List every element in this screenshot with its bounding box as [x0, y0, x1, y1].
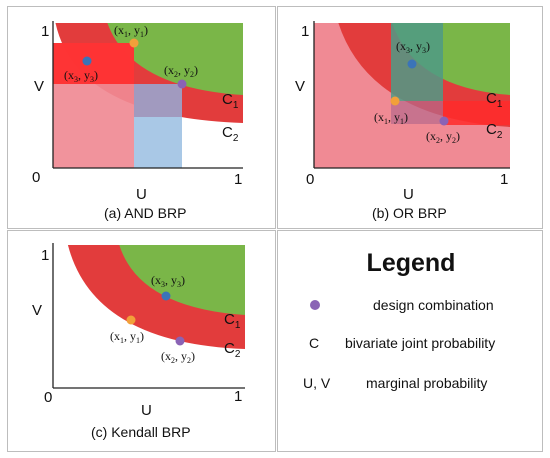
legend-text-joint: bivariate joint probability — [345, 335, 496, 351]
panel-or-brp: V U 0 1 1 C1 C2 (x3, y3) (x1, y1) (x2, y… — [277, 6, 543, 229]
point-x2y2 — [177, 79, 187, 89]
panel-caption: (c) Kendall BRP — [91, 424, 191, 440]
kendall-brp-plot: V U 0 1 1 C1 C2 (x3, y3) (x1, y1) (x2, y… — [32, 243, 245, 440]
and-region-overlap — [134, 84, 182, 117]
or-brp-plot: V U 0 1 1 C1 C2 (x3, y3) (x1, y1) (x2, y… — [295, 21, 510, 221]
origin-label: 0 — [32, 169, 40, 186]
legend-title: Legend — [366, 249, 456, 277]
point-x2y2-label: (x2, y2) — [426, 129, 460, 145]
axis-u-label: U — [403, 186, 414, 203]
axis-v-label: V — [295, 78, 305, 95]
tick-one-y: 1 — [301, 23, 309, 40]
point-x3y3 — [161, 291, 171, 301]
point-x3y3 — [407, 59, 417, 69]
legend-text-design: design combination — [373, 297, 494, 313]
panel-caption: (a) AND BRP — [104, 205, 186, 221]
tick-one-x: 1 — [500, 171, 508, 188]
axis-u-label: U — [136, 186, 147, 203]
point-x1y1 — [129, 38, 139, 48]
curve-c1-label: C1 — [486, 90, 503, 110]
or-overlap-red — [443, 101, 510, 125]
legend-panel: Legend design combination C bivariate jo… — [277, 230, 543, 452]
design-combination-dot-icon — [310, 300, 320, 310]
curve-c1-label: C1 — [222, 91, 239, 111]
point-x1y1-label: (x1, y1) — [110, 329, 144, 345]
point-x1y1-label: (x1, y1) — [114, 23, 148, 39]
panel-kendall-brp: V U 0 1 1 C1 C2 (x3, y3) (x1, y1) (x2, y… — [7, 230, 276, 452]
point-x3y3 — [82, 56, 92, 66]
and-overlap-red — [53, 43, 134, 84]
legend-symbol-uv: U, V — [303, 375, 331, 391]
curve-c2-label: C2 — [224, 340, 241, 360]
axis-v-label: V — [34, 78, 44, 95]
point-x2y2-label: (x2, y2) — [161, 349, 195, 365]
point-x1y1 — [390, 96, 400, 106]
point-x2y2 — [175, 336, 185, 346]
point-x3y3-label: (x3, y3) — [396, 39, 430, 55]
legend-symbol-c: C — [309, 335, 320, 351]
and-brp-plot: V U 0 1 1 C1 C2 (x1, y1) (x2, y2) (x3, y… — [32, 21, 243, 221]
region-c1 — [119, 245, 245, 315]
panel-caption: (b) OR BRP — [372, 205, 447, 221]
or-overlap-purple — [391, 101, 443, 124]
tick-one-x: 1 — [234, 388, 242, 405]
origin-label: 0 — [306, 171, 314, 188]
point-x2y2 — [439, 116, 449, 126]
curve-c1-label: C1 — [224, 311, 241, 331]
point-x1y1 — [126, 315, 136, 325]
tick-one-x: 1 — [234, 171, 242, 188]
point-x2y2-label: (x2, y2) — [164, 63, 198, 79]
origin-label: 0 — [44, 389, 52, 406]
point-x1y1-label: (x1, y1) — [374, 110, 408, 126]
region-c1 — [107, 23, 243, 95]
or-overlap-teal — [391, 23, 443, 101]
panel-and-brp: V U 0 1 1 C1 C2 (x1, y1) (x2, y2) (x3, y… — [7, 6, 276, 229]
legend-text-marginal: marginal probability — [366, 375, 488, 391]
point-x3y3-label: (x3, y3) — [151, 273, 185, 289]
point-x3y3-label: (x3, y3) — [64, 68, 98, 84]
axis-u-label: U — [141, 402, 152, 419]
curve-c2-label: C2 — [222, 124, 239, 144]
tick-one-y: 1 — [41, 23, 49, 40]
axis-v-label: V — [32, 302, 42, 319]
tick-one-y: 1 — [41, 247, 49, 264]
curve-c2-label: C2 — [486, 121, 503, 141]
